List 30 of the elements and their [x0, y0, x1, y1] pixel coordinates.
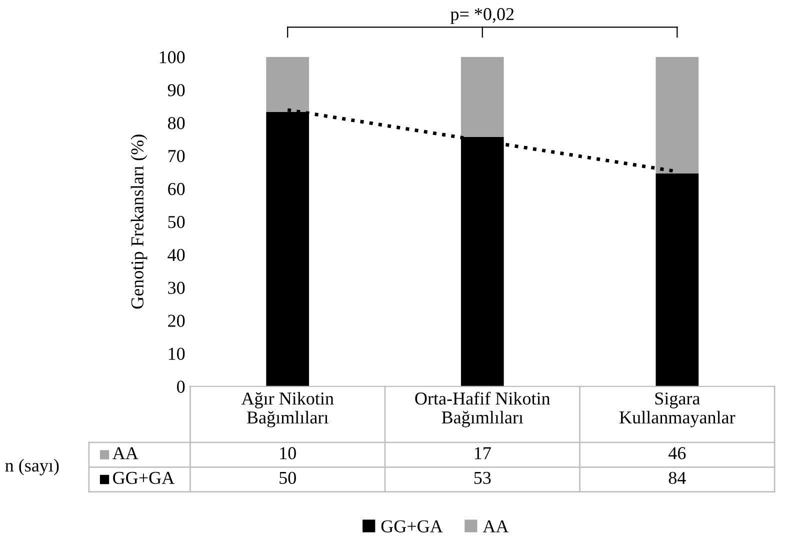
y-tick-label: 30: [168, 282, 185, 294]
y-tick-label: 50: [168, 216, 185, 228]
text: 10: [280, 447, 296, 460]
y-tick-label: 80: [168, 117, 185, 130]
text: p= *0,02: [450, 8, 514, 24]
y-tick-label: 10: [168, 348, 185, 360]
x-tick-label: Sigara Kullanmayanlar: [620, 392, 736, 428]
x-tick-label: Ağır Nikotin Bağımlıları: [241, 392, 334, 428]
y-tick-label: 100: [160, 51, 185, 64]
bar: [656, 56, 699, 174]
text: 84: [668, 472, 686, 484]
legend-label: GG+GA: [113, 472, 175, 484]
text: AA: [482, 520, 509, 532]
legend-label: AA: [112, 447, 138, 460]
y-tick-label: 20: [168, 314, 185, 327]
bar: [460, 56, 504, 137]
text: 17: [474, 447, 491, 460]
y-tick-label: 70: [168, 150, 185, 162]
x-tick-label: Orta-Hafif Nikotin Bağımlıları: [415, 392, 550, 428]
text: GG+GA: [381, 520, 443, 532]
y-axis-title: Genotip Frekansları (%): [130, 134, 148, 309]
y-tick-label: 40: [168, 248, 185, 262]
text: n (sayı): [5, 458, 59, 476]
text: 53: [474, 472, 491, 484]
text: 50: [280, 472, 296, 484]
bar: [266, 56, 310, 112]
y-tick-label: 90: [168, 84, 185, 96]
text: 46: [668, 447, 686, 460]
y-tick-label: 0: [177, 380, 185, 393]
y-tick-label: 60: [168, 182, 185, 196]
